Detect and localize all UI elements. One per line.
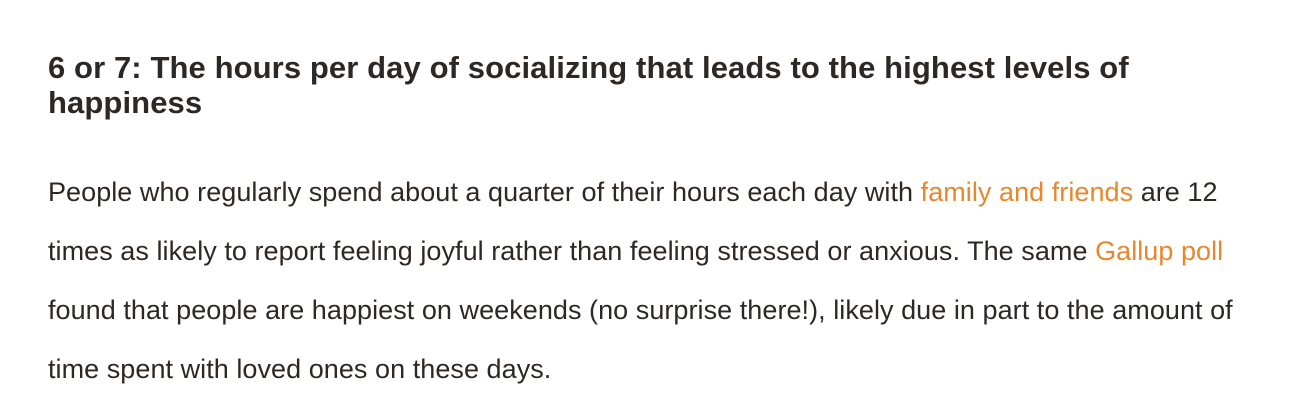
paragraph-text-part-2: are 12 times as likely to report feeling… [48,177,1218,266]
paragraph-text-part-1: People who regularly spend about a quart… [48,177,921,207]
gallup-poll-link[interactable]: Gallup poll [1095,236,1224,266]
paragraph-text-part-3: found that people are happiest on weeken… [48,295,1233,384]
article-section: 6 or 7: The hours per day of socializing… [48,50,1288,399]
section-heading: 6 or 7: The hours per day of socializing… [48,50,1129,120]
family-and-friends-link[interactable]: family and friends [920,177,1134,207]
article-paragraph: People who regularly spend about a quart… [48,163,1288,399]
